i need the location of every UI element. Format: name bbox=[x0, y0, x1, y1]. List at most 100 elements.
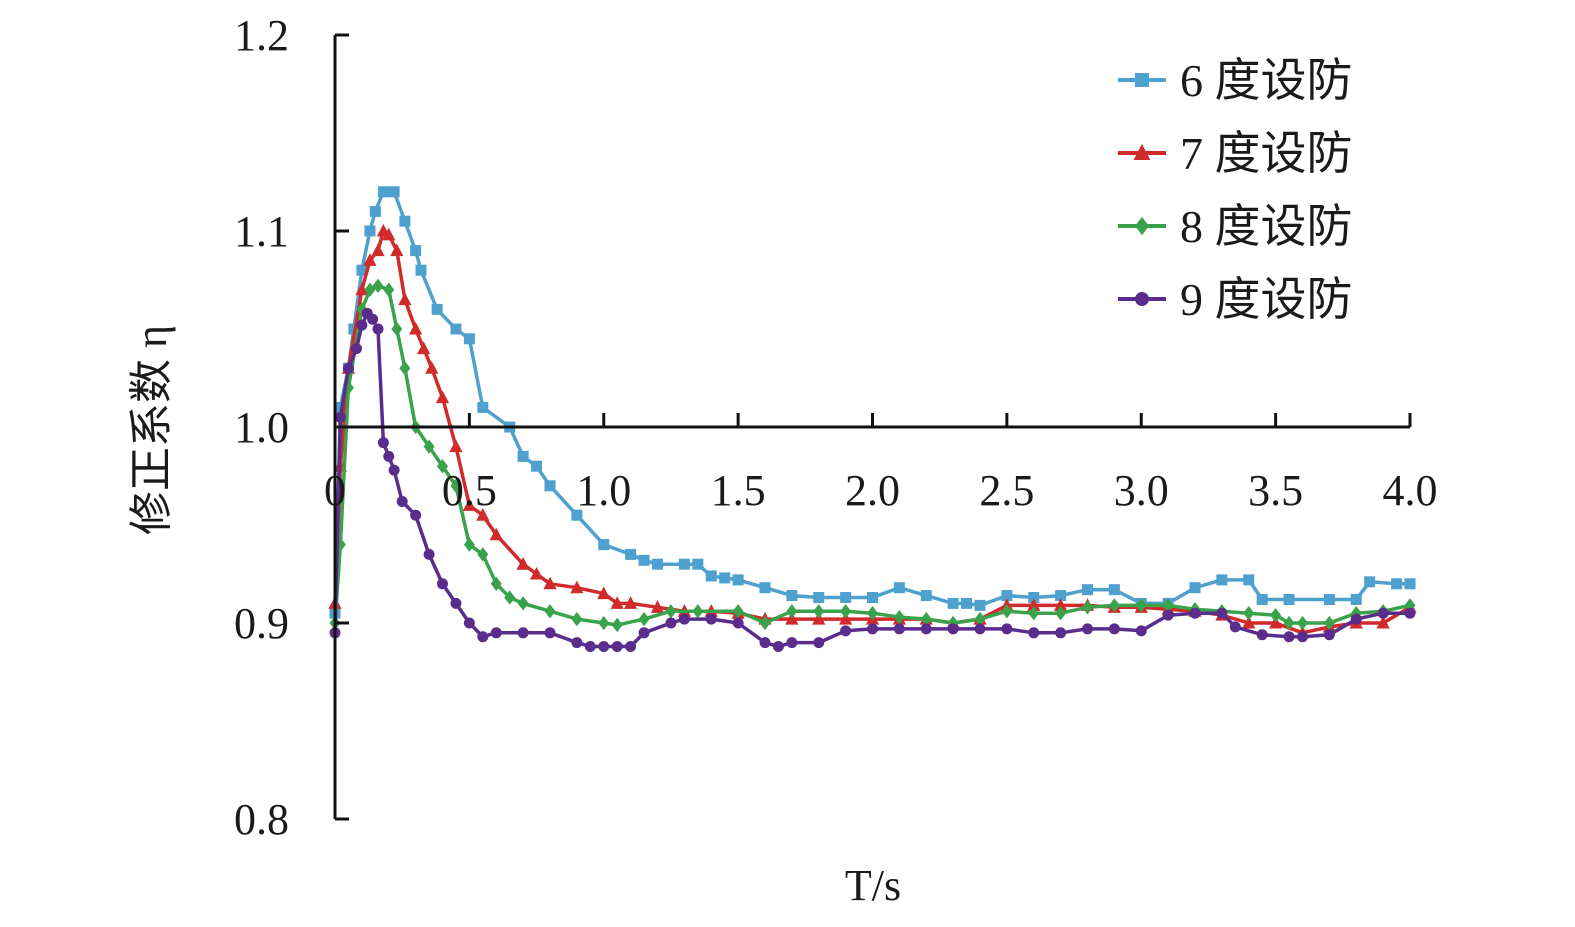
data-point bbox=[517, 596, 529, 611]
data-point bbox=[893, 582, 905, 594]
data-point bbox=[893, 623, 905, 635]
data-point bbox=[732, 617, 744, 629]
legend-label: 7 度设防 bbox=[1180, 128, 1353, 179]
data-point bbox=[463, 537, 475, 552]
data-point bbox=[388, 186, 400, 198]
series-layer bbox=[328, 186, 1417, 653]
data-point bbox=[759, 582, 771, 594]
data-point bbox=[1028, 627, 1040, 639]
data-point bbox=[477, 631, 489, 643]
data-point bbox=[786, 604, 798, 619]
data-point bbox=[1027, 598, 1041, 611]
data-point bbox=[732, 574, 744, 586]
data-point bbox=[367, 313, 379, 325]
data-point bbox=[417, 341, 431, 355]
data-point bbox=[625, 548, 637, 560]
data-point bbox=[867, 623, 878, 635]
data-point bbox=[364, 225, 376, 237]
data-point bbox=[1297, 615, 1308, 631]
data-point bbox=[531, 460, 543, 472]
x-tick-label: 0.5 bbox=[442, 466, 497, 515]
x-tick-label: 3.0 bbox=[1114, 466, 1169, 515]
data-point bbox=[390, 243, 404, 257]
data-point bbox=[450, 597, 462, 609]
data-point bbox=[638, 627, 650, 639]
x-tick-label: 1.5 bbox=[711, 466, 766, 515]
data-point bbox=[477, 401, 489, 413]
data-point bbox=[947, 597, 959, 609]
data-point bbox=[1229, 621, 1241, 633]
data-point bbox=[597, 586, 611, 600]
data-point bbox=[1283, 615, 1295, 631]
data-point bbox=[961, 597, 973, 609]
data-point bbox=[1189, 582, 1201, 594]
data-point bbox=[372, 278, 384, 294]
data-point bbox=[544, 604, 556, 619]
x-tick-label: 1.0 bbox=[576, 466, 631, 515]
data-point bbox=[476, 508, 490, 521]
data-point bbox=[431, 303, 443, 315]
data-point bbox=[382, 227, 396, 241]
data-point bbox=[705, 570, 717, 582]
data-point bbox=[1270, 608, 1282, 623]
data-point bbox=[1162, 598, 1174, 613]
data-point bbox=[1283, 593, 1295, 605]
y-axis-title: 修正系数 η bbox=[127, 325, 176, 535]
data-point bbox=[529, 566, 544, 580]
data-point bbox=[759, 615, 771, 631]
data-point bbox=[490, 627, 502, 639]
data-point bbox=[435, 390, 450, 404]
data-point bbox=[1216, 574, 1228, 586]
series-line bbox=[333, 284, 1411, 627]
data-point bbox=[786, 590, 798, 602]
data-point bbox=[1001, 604, 1013, 619]
data-point bbox=[463, 617, 475, 629]
data-point bbox=[1404, 578, 1416, 590]
data-point bbox=[584, 641, 596, 653]
data-point bbox=[705, 613, 717, 625]
data-point bbox=[334, 411, 346, 423]
data-point bbox=[415, 264, 427, 276]
data-point bbox=[974, 623, 986, 635]
data-point bbox=[974, 611, 986, 627]
y-tick-label: 0.8 bbox=[234, 795, 289, 844]
data-point bbox=[867, 592, 878, 604]
data-point bbox=[463, 333, 475, 345]
data-point bbox=[732, 604, 744, 619]
data-point bbox=[399, 215, 411, 227]
data-point bbox=[410, 245, 422, 257]
data-point bbox=[383, 282, 395, 297]
data-point bbox=[947, 623, 959, 635]
data-point bbox=[450, 323, 462, 335]
data-point bbox=[1391, 578, 1403, 590]
data-point bbox=[1028, 606, 1040, 621]
data-point bbox=[462, 498, 476, 511]
data-point bbox=[1133, 143, 1151, 160]
data-point bbox=[1055, 590, 1067, 602]
data-point bbox=[678, 558, 690, 570]
data-point bbox=[409, 321, 423, 335]
data-point bbox=[1350, 613, 1362, 625]
axes-layer: 0.8 0.9 1.0 1.1 1.2 0 0.5 1.0 1.5 2.0 2.5 3.0 3.5 4.0 bbox=[234, 11, 1438, 844]
data-point bbox=[1082, 600, 1093, 615]
data-point bbox=[1162, 609, 1174, 621]
data-point bbox=[598, 615, 610, 631]
data-point bbox=[920, 611, 932, 627]
data-point bbox=[652, 558, 663, 570]
data-point bbox=[1108, 584, 1120, 596]
data-point bbox=[638, 554, 650, 566]
data-point bbox=[516, 557, 530, 570]
data-point bbox=[1135, 292, 1149, 306]
data-point bbox=[425, 361, 439, 374]
legend-label: 6 度设防 bbox=[1180, 55, 1353, 106]
x-tick-label: 3.5 bbox=[1248, 466, 1303, 515]
data-point bbox=[920, 623, 932, 635]
data-point bbox=[571, 611, 583, 627]
data-point bbox=[1404, 607, 1416, 619]
data-point bbox=[490, 576, 502, 591]
data-point bbox=[692, 604, 704, 619]
data-point bbox=[1108, 623, 1120, 635]
legend-label: 9 度设防 bbox=[1180, 274, 1353, 325]
data-point bbox=[867, 606, 878, 621]
